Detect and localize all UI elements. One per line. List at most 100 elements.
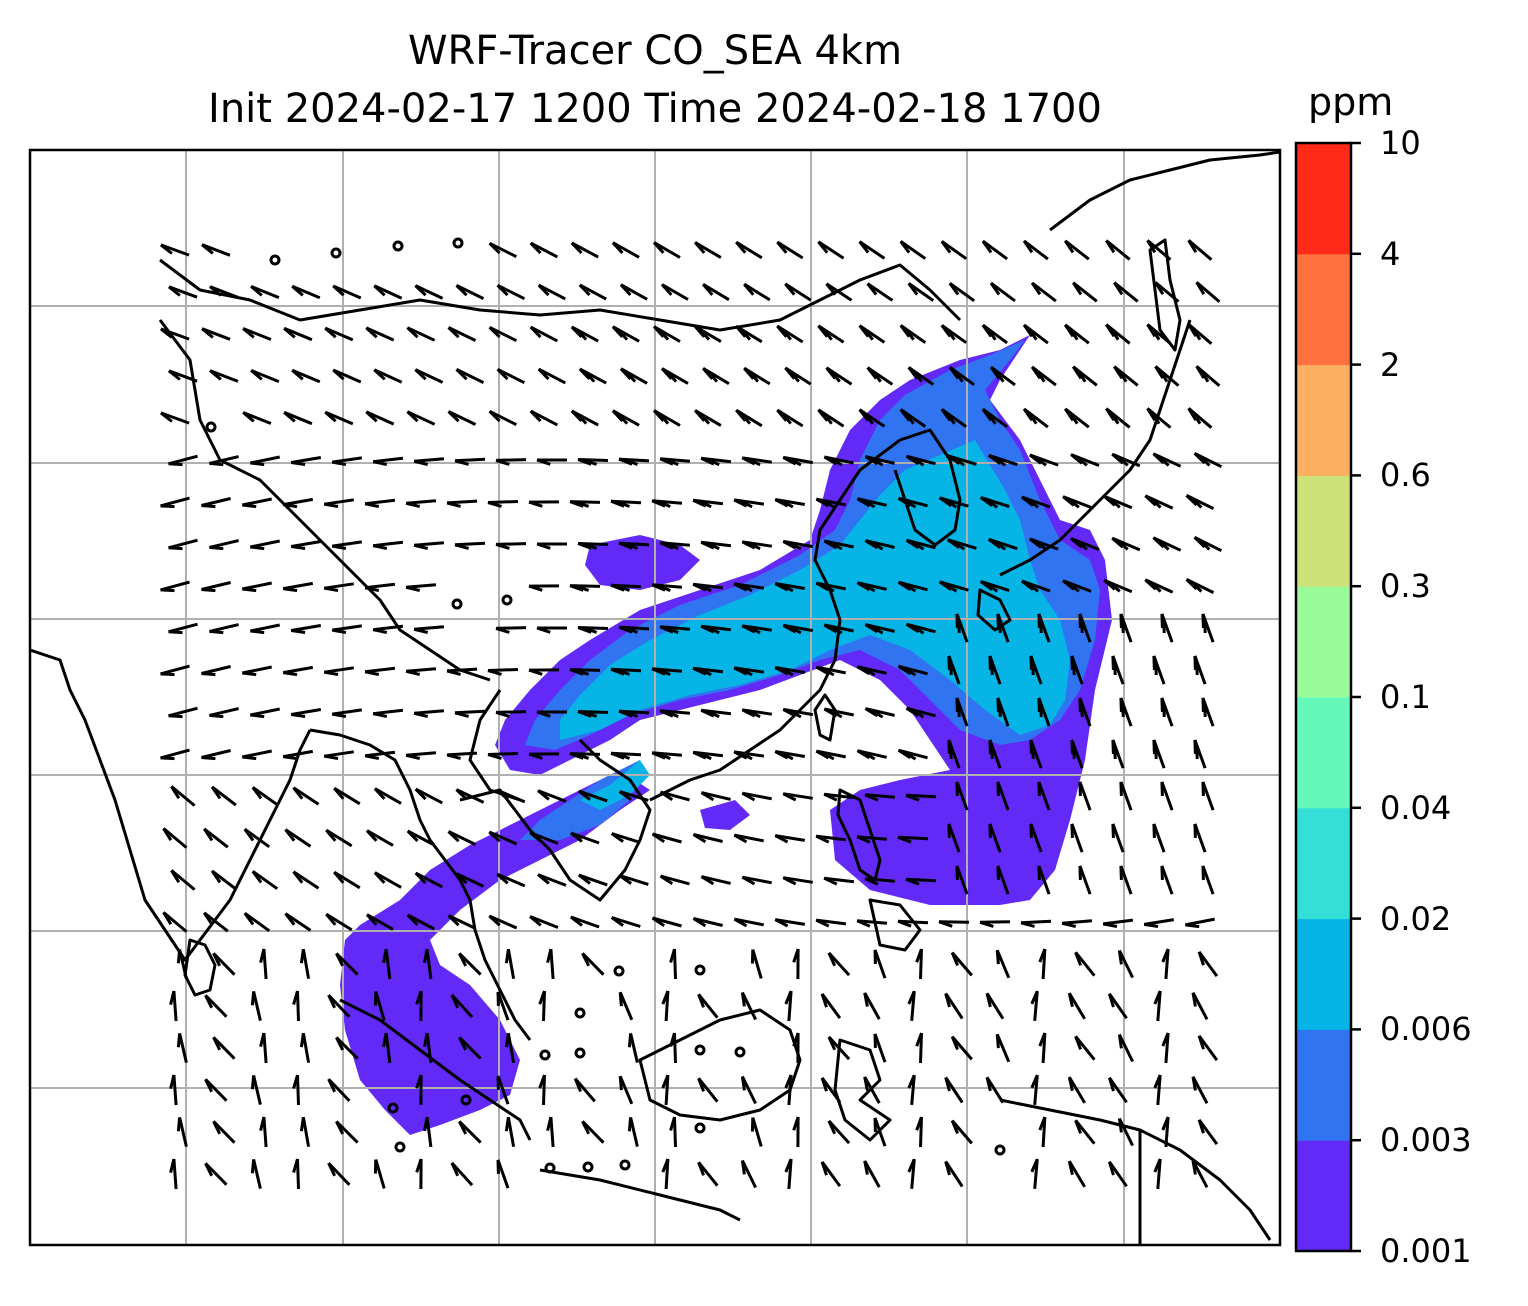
wind-barb-shaft	[201, 497, 231, 507]
wind-barb-feather	[1152, 823, 1156, 838]
wind-barb-feather	[821, 327, 833, 341]
wind-barb-shaft	[414, 284, 444, 300]
wind-barb-shaft	[425, 1116, 433, 1148]
wind-barb-feather	[446, 753, 461, 760]
wind-barb-shaft	[866, 366, 894, 386]
wind-barb-feather	[700, 624, 715, 634]
wind-barb-feather	[1078, 697, 1082, 712]
wind-barb-shaft	[944, 1076, 964, 1104]
wind-barb-feather	[700, 456, 715, 466]
wind-barb-feather	[201, 588, 216, 593]
wind-barb-feather	[1103, 495, 1116, 507]
wind-barb-feather	[1109, 411, 1120, 425]
wind-barb-feather	[861, 666, 876, 677]
coastline-java	[539, 1168, 741, 1222]
wind-barb-shaft	[506, 1116, 516, 1148]
wind-barb-shaft	[201, 581, 231, 591]
wind-barb-shaft	[530, 241, 558, 259]
wind-barb-feather	[243, 912, 255, 926]
coastline-borneo	[638, 1008, 802, 1122]
wind-barb-shaft	[372, 540, 404, 548]
wind-barb-shaft	[447, 914, 477, 930]
wind-barb-shaft	[250, 623, 280, 633]
wind-barb-feather	[1025, 497, 1040, 509]
wind-barb-shaft	[820, 1077, 842, 1103]
wind-barb-feather	[664, 457, 679, 466]
wind-barb-shaft	[446, 667, 478, 673]
wind-barb-feather	[817, 408, 829, 422]
wind-barb-feather	[160, 588, 175, 593]
wind-barb-feather	[660, 283, 673, 296]
wind-barb-shaft	[178, 1033, 188, 1063]
wind-barb-feather	[292, 870, 304, 884]
wind-barb-feather	[290, 545, 306, 550]
wind-barb-shaft	[782, 455, 814, 465]
wind-barb-feather	[372, 628, 388, 634]
wind-barb-feather	[577, 626, 592, 634]
wind-barb-feather	[823, 876, 838, 886]
wind-barb-feather	[335, 952, 345, 967]
wind-barb-feather	[698, 328, 711, 341]
wind-barb-feather	[333, 787, 345, 800]
wind-barb-feather	[1193, 536, 1206, 549]
wind-barb-feather	[659, 874, 674, 885]
wind-barb-shaft	[571, 325, 599, 343]
wind-barb-shaft	[496, 991, 510, 1021]
wind-barb-shaft	[296, 990, 300, 1022]
wind-barb-feather	[1067, 1160, 1074, 1176]
wind-barb-shaft	[661, 367, 689, 385]
wind-barb-shaft	[1074, 1035, 1096, 1061]
wind-barb-shaft	[1152, 536, 1182, 552]
wind-barb-feather	[700, 540, 715, 550]
wind-barb-shaft	[1119, 613, 1133, 643]
wind-barb-feather	[820, 750, 835, 761]
wind-barb-shaft	[1193, 451, 1223, 469]
wind-barb-feather	[327, 1162, 337, 1177]
wind-barb-feather	[1020, 579, 1034, 591]
wind-barb-feather	[1025, 581, 1040, 593]
wind-barb-feather	[1108, 581, 1121, 593]
wind-barb-feather	[364, 586, 380, 592]
wind-barb-shaft	[1160, 697, 1174, 727]
wind-barb-feather	[993, 539, 1007, 551]
wind-barb-shaft	[817, 408, 845, 428]
wind-barb-feather	[406, 410, 419, 423]
wind-barb-feather	[292, 990, 299, 1005]
wind-barb-shaft	[653, 325, 681, 343]
wind-barb-feather	[787, 456, 802, 467]
wind-barb-feather	[536, 542, 551, 550]
wind-barb-feather	[1193, 452, 1206, 465]
calm-wind-marker	[574, 1007, 586, 1019]
wind-barb-shaft	[495, 710, 527, 714]
wind-barb-feather	[331, 712, 347, 718]
wind-barb-shaft	[944, 1160, 964, 1188]
wind-barb-feather	[692, 917, 707, 928]
wind-barb-feather	[1030, 1074, 1039, 1089]
wind-barb-shaft	[700, 540, 732, 548]
border-china-west	[158, 319, 491, 682]
wind-barb-feather	[1146, 323, 1157, 338]
wind-barb-feather	[1197, 1119, 1205, 1134]
wind-barb-feather	[951, 540, 966, 551]
wind-barb-feather	[536, 626, 551, 634]
wind-barb-feather	[569, 831, 583, 843]
wind-barb-shaft	[702, 283, 730, 301]
wind-barb-shaft	[243, 827, 271, 849]
wind-barb-shaft	[242, 411, 272, 425]
wind-barb-feather	[979, 920, 994, 928]
wind-barb-feather	[1074, 1119, 1083, 1134]
wind-barb-shaft	[283, 410, 313, 426]
wind-barb-shaft	[1021, 579, 1051, 593]
wind-barb-feather	[250, 1075, 256, 1090]
wind-barb-feather	[176, 1033, 182, 1048]
wind-barb-feather	[700, 875, 715, 886]
wind-barb-feather	[815, 834, 830, 844]
wind-barb-shaft	[1078, 697, 1092, 727]
wind-barb-shaft	[858, 408, 886, 428]
wind-barb-feather	[1149, 580, 1162, 593]
wind-barb-shaft	[1111, 823, 1125, 853]
wind-barb-feather	[897, 748, 912, 760]
wind-barb-shaft	[865, 455, 895, 465]
coastline-mindanao	[868, 898, 922, 952]
wind-barb-shaft	[857, 497, 887, 507]
